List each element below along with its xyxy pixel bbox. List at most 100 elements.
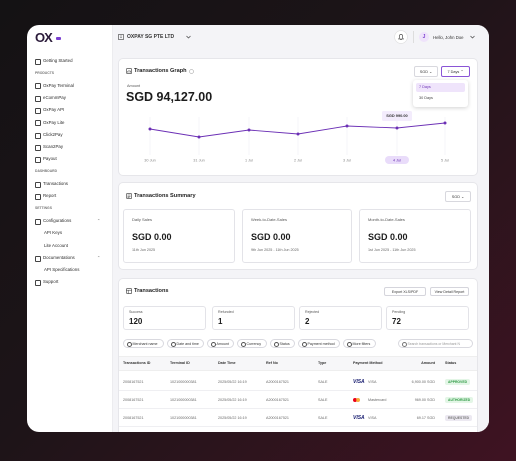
payment-method: VISA <box>368 380 377 384</box>
x-label: 5 Jul <box>441 158 449 162</box>
menu-item[interactable]: Scan2Pay <box>43 144 64 150</box>
summary-period: 9th Jun 2025 - 11th Jun 2025 <box>251 248 299 252</box>
currency-select[interactable]: SGD ⌄ <box>445 191 471 202</box>
panel-title: Transactions <box>134 288 169 294</box>
filter-icon <box>241 342 246 348</box>
info-icon[interactable] <box>189 68 194 74</box>
stat-value: 72 <box>392 317 401 326</box>
column-header: Type <box>318 360 327 365</box>
table-icon <box>126 288 132 294</box>
amount-label: Amount <box>127 84 141 88</box>
card-logo: VISA <box>353 415 365 422</box>
menu-section: PRODUCTS <box>35 70 55 75</box>
logo[interactable]: OX <box>35 30 53 45</box>
x-label: 31 Jun <box>193 158 204 162</box>
stat-value: 1 <box>218 317 223 326</box>
filter-chip[interactable]: Merchant name <box>123 339 164 348</box>
summary-label: Month-to-Date-Sales <box>368 217 405 222</box>
summary-period: 11th Jun 2025 <box>132 248 156 252</box>
dropdown-option[interactable]: 30 Days <box>419 96 433 100</box>
action-button[interactable]: Export XLS/PDF <box>384 287 426 296</box>
submenu-item[interactable]: API Specifications <box>44 267 80 273</box>
stat-label: Pending <box>392 310 406 314</box>
menu-item[interactable]: Getting Started <box>43 58 73 63</box>
menu-item[interactable]: OxPay API <box>43 107 65 113</box>
menu-icon <box>35 181 41 188</box>
x-label: 1 Jul <box>245 158 253 162</box>
menu-icon <box>35 157 41 164</box>
period-dropdown: 7 Days 30 Days <box>413 80 468 107</box>
period-select[interactable]: 7 Days ⌃ <box>441 66 470 77</box>
search-placeholder: Search transactions or Merchant N <box>407 342 460 347</box>
company-icon <box>118 34 124 40</box>
menu-item[interactable]: Report <box>43 193 57 199</box>
filter-chip[interactable]: Date and time <box>167 339 204 348</box>
action-button[interactable]: View Detail Report <box>430 287 469 296</box>
currency-select[interactable]: SGD ⌄ <box>414 66 438 77</box>
stat-card: Success 120 <box>123 306 206 330</box>
filter-chip[interactable]: Currency <box>237 339 267 348</box>
expand-chevron: ⌃ <box>97 217 101 223</box>
bell-button[interactable] <box>394 30 408 44</box>
filter-chip[interactable]: Amount <box>207 339 234 348</box>
menu-item[interactable]: OxPay Lite <box>43 119 65 125</box>
summary-label: Week-to-Date-Sales <box>251 217 287 222</box>
filter-label: Payment method <box>307 342 335 347</box>
dropdown-option[interactable]: 7 Days <box>416 83 465 92</box>
company-name[interactable]: OXPAY SG PTE LTD <box>127 34 175 40</box>
menu-item[interactable]: eCommPay <box>43 94 66 100</box>
menu-item[interactable]: Click2Pay <box>43 131 63 137</box>
summary-value: SGD 0.00 <box>368 232 408 242</box>
column-header: Status <box>445 360 457 365</box>
menu-icon <box>35 144 41 151</box>
table-header-bg <box>119 356 477 371</box>
table-cell: 2025/05/22 16:19 <box>218 380 247 384</box>
value-label: SGD 990.00 <box>386 113 407 118</box>
menu-icon <box>35 95 41 102</box>
table-cell: A2000167521 <box>266 416 289 420</box>
filter-icon <box>211 342 216 348</box>
menu-item[interactable]: OxPay Terminal <box>43 82 74 88</box>
filter-chip[interactable]: More filters <box>343 339 376 348</box>
table-cell: 1021000000381 <box>170 398 197 402</box>
divider <box>413 31 414 43</box>
filter-icon <box>171 342 176 348</box>
menu-item[interactable]: Configurations <box>43 217 72 223</box>
table-cell: 2025/05/22 16:19 <box>218 398 247 402</box>
column-header: Terminal ID <box>170 360 190 365</box>
filter-icon <box>302 342 307 348</box>
submenu-item[interactable]: Lite Account <box>44 242 68 248</box>
filter-chip[interactable]: Status <box>270 339 295 348</box>
search-box[interactable]: Search transactions or Merchant N <box>398 339 473 348</box>
x-label: 4 Jul <box>393 158 401 162</box>
app-window: OX Getting Started PRODUCTS OxPay Terminal… <box>27 25 489 432</box>
chevron <box>186 35 191 39</box>
data-point <box>247 128 251 132</box>
payment-method: VISA <box>368 416 377 420</box>
avatar[interactable]: J <box>419 32 429 42</box>
column-header: Date Time <box>218 360 236 365</box>
amount: 69.17 SGD <box>416 416 435 420</box>
filter-label: Currency <box>246 342 262 347</box>
select-value: SGD <box>419 69 428 74</box>
menu-icon <box>35 108 41 114</box>
filter-label: Amount <box>216 342 229 347</box>
status-badge: APPROVED <box>445 378 471 386</box>
submenu-item[interactable]: API Keys <box>44 230 63 236</box>
graph-panel: Transactions Graph SGD ⌄ 7 Days ⌃ Amount… <box>118 58 478 176</box>
filter-chip[interactable]: Payment method <box>298 339 340 348</box>
greeting[interactable]: Hello, John Doe <box>433 34 464 40</box>
menu-item[interactable]: Payout <box>43 156 57 162</box>
menu-item[interactable]: Support <box>43 279 59 285</box>
expand-chevron: ⌃ <box>97 254 101 260</box>
table-cell: A2000167521 <box>266 380 289 384</box>
select-value: SGD <box>451 194 460 199</box>
column-header: Ref No <box>266 360 278 365</box>
line-chart: 30 Jun 31 Jun 1 Jul 2 Jul 3 Jul 4 Jul 5 Jul SGD… <box>144 111 449 164</box>
stat-value: 2 <box>305 317 310 326</box>
menu-item[interactable]: Transactions <box>43 181 68 186</box>
menu-item[interactable]: Documentations <box>43 254 75 260</box>
table-cell: A2000167521 <box>266 398 289 402</box>
menu-icon <box>35 280 41 287</box>
summary-card: Week-to-Date-Sales SGD 0.00 9th Jun 2025 -… <box>242 209 352 263</box>
